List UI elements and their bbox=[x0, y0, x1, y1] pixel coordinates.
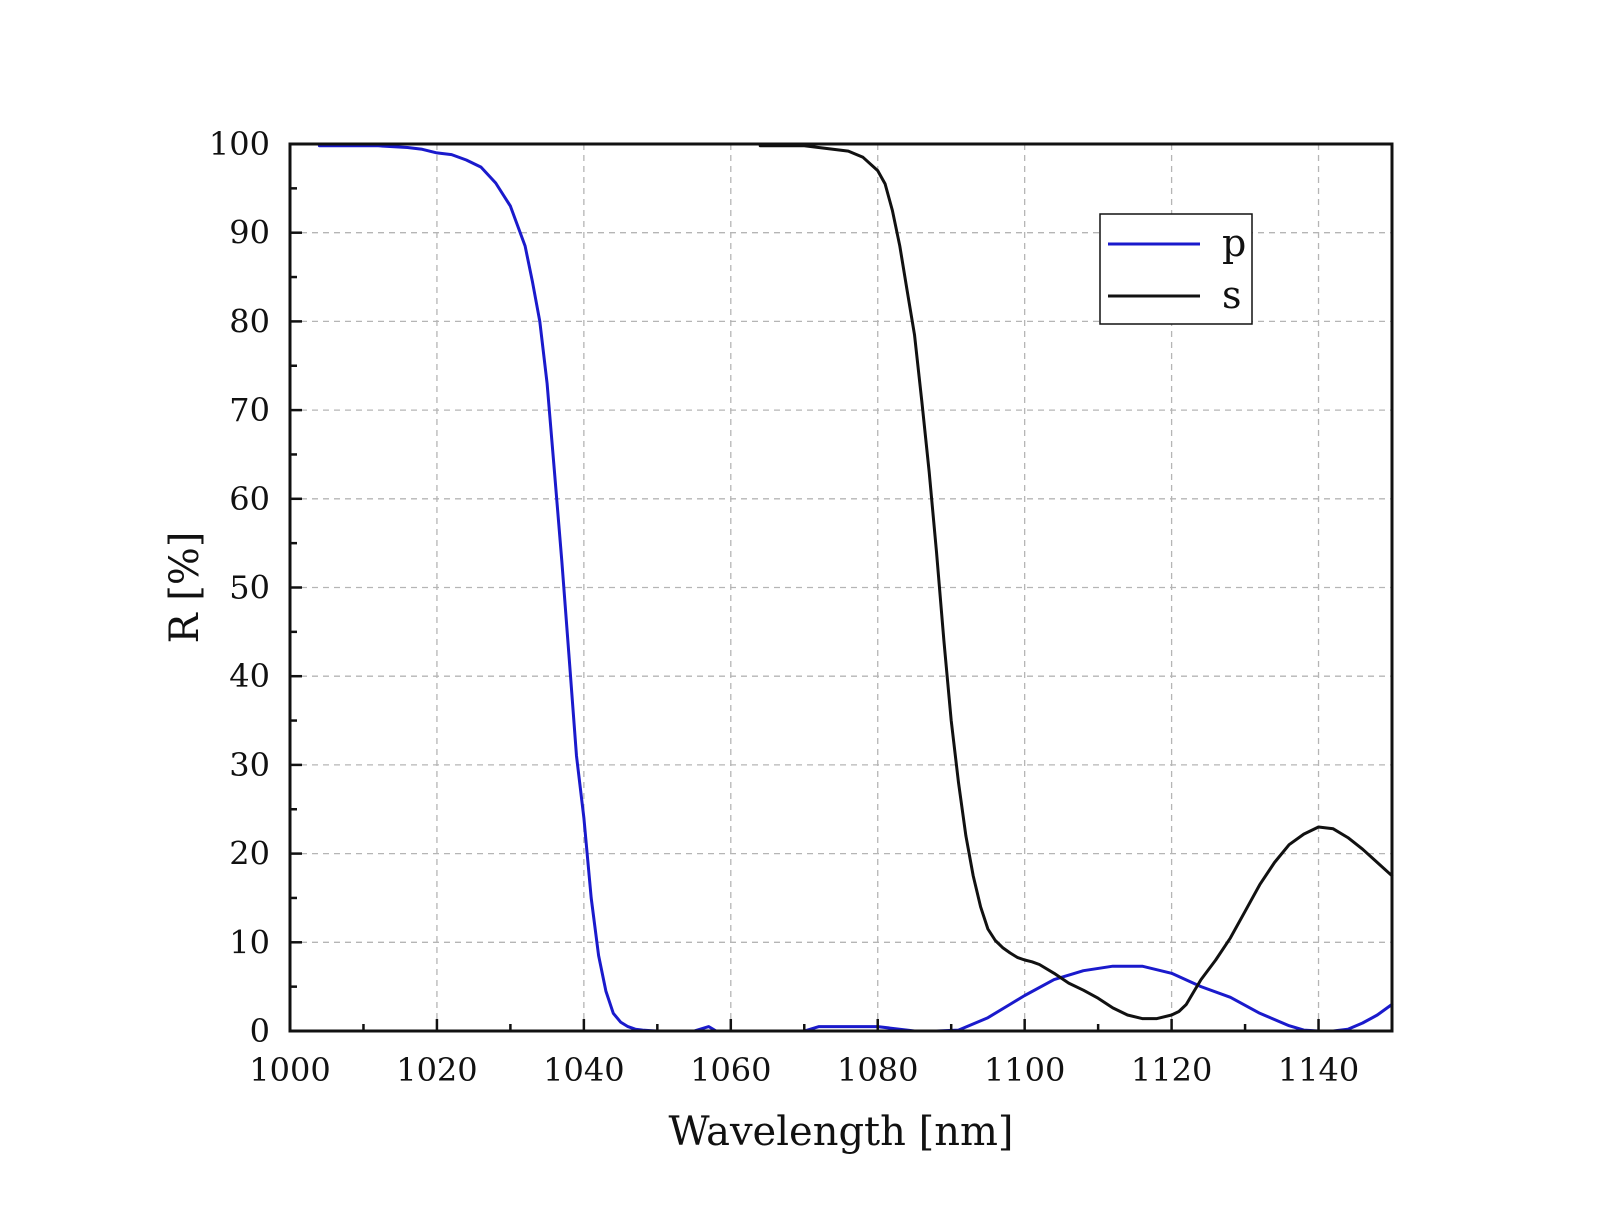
y-tick-label: 30 bbox=[229, 746, 270, 784]
y-tick-label: 70 bbox=[229, 391, 270, 429]
legend-box bbox=[1099, 213, 1253, 325]
y-tick-label: 50 bbox=[229, 569, 270, 607]
x-tick-label: 1120 bbox=[1131, 1051, 1212, 1089]
legend: p s bbox=[1099, 213, 1253, 325]
y-tick-label: 0 bbox=[250, 1012, 270, 1050]
x-tick-label: 1000 bbox=[249, 1051, 330, 1089]
x-tick-label: 1060 bbox=[690, 1051, 771, 1089]
x-tick-label: 1020 bbox=[396, 1051, 477, 1089]
legend-label-s: s bbox=[1222, 273, 1242, 317]
y-tick-label: 90 bbox=[229, 214, 270, 252]
x-tick-label: 1040 bbox=[543, 1051, 624, 1089]
y-axis-title: R [%] bbox=[162, 531, 208, 643]
x-axis-title: Wavelength [nm] bbox=[668, 1109, 1013, 1155]
axis-ticks bbox=[288, 142, 1394, 1033]
series-line-s bbox=[758, 144, 1394, 1021]
y-tick-label: 80 bbox=[229, 302, 270, 340]
y-tick-labels: 0 10 20 30 40 50 60 70 80 90 100 bbox=[209, 125, 270, 1050]
legend-label-p: p bbox=[1222, 221, 1246, 265]
y-tick-label: 20 bbox=[229, 835, 270, 873]
y-tick-label: 100 bbox=[209, 125, 270, 163]
y-tick-label: 10 bbox=[229, 923, 270, 961]
x-tick-label: 1100 bbox=[984, 1051, 1065, 1089]
y-tick-label: 40 bbox=[229, 657, 270, 695]
x-tick-label: 1080 bbox=[837, 1051, 918, 1089]
y-tick-label: 60 bbox=[229, 480, 270, 518]
x-tick-label: 1140 bbox=[1278, 1051, 1359, 1089]
x-tick-labels: 1000 1020 1040 1060 1080 1100 1120 1140 bbox=[249, 1051, 1359, 1089]
